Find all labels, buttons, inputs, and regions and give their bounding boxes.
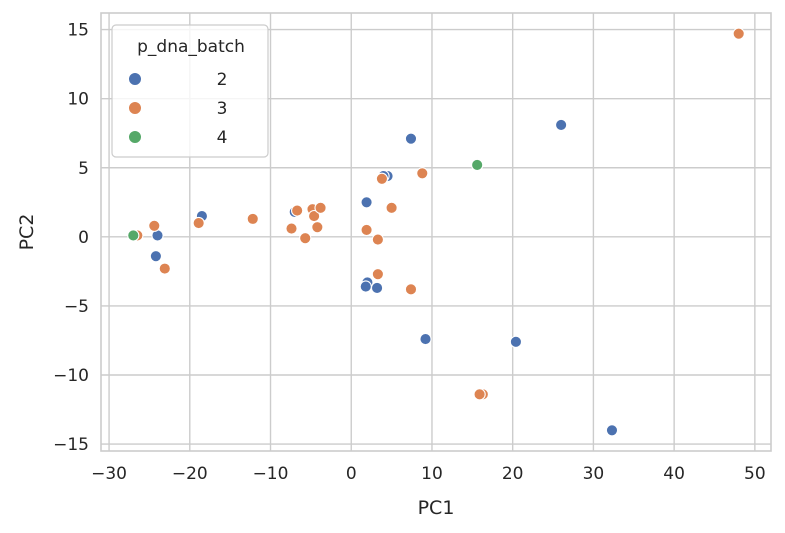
data-point-series-3 — [285, 222, 298, 235]
data-point-series-2 — [509, 335, 523, 348]
data-point-series-2 — [404, 132, 418, 145]
legend-marker — [128, 72, 142, 86]
x-tick-label: 30 — [583, 464, 605, 484]
legend: p_dna_batch 2 3 4 — [111, 24, 269, 158]
data-point-series-3 — [148, 219, 161, 232]
data-point-series-2 — [359, 280, 372, 293]
legend-box — [111, 24, 269, 158]
data-point-series-3 — [371, 267, 385, 281]
x-tick-label: 50 — [744, 464, 766, 484]
tick-labels: −30 −20 −10 0 10 20 30 40 50 −15 −10 −5 0 5 10 15 — [53, 21, 766, 484]
y-tick-label: 15 — [67, 21, 89, 41]
data-point-series-3 — [307, 209, 321, 223]
y-tick-label: 0 — [78, 228, 89, 248]
y-tick-label: −10 — [53, 366, 89, 386]
data-point-series-4 — [127, 229, 140, 242]
plot-frame — [100, 12, 772, 452]
grid — [101, 13, 771, 451]
data-point-series-3 — [385, 201, 398, 214]
data-point-series-4 — [471, 158, 484, 172]
data-points — [127, 27, 745, 437]
data-point-series-3 — [732, 27, 745, 40]
legend-marker — [128, 101, 142, 115]
data-point-series-2 — [419, 332, 432, 346]
x-tick-label: 10 — [421, 464, 443, 484]
x-tick-label: 40 — [663, 464, 685, 484]
x-tick-label: −20 — [172, 464, 208, 484]
y-axis-label: PC2 — [16, 214, 38, 251]
legend-entries: 2 3 4 — [128, 70, 228, 148]
data-point-series-3 — [416, 167, 429, 180]
data-point-series-3 — [246, 212, 259, 226]
y-tick-label: 5 — [78, 159, 89, 179]
data-point-series-3 — [314, 201, 327, 214]
x-tick-label: 20 — [502, 464, 524, 484]
data-point-series-3 — [360, 223, 373, 237]
y-tick-label: 10 — [67, 90, 89, 110]
data-point-series-3 — [192, 216, 205, 230]
data-point-series-3 — [291, 204, 304, 217]
data-point-series-3 — [371, 233, 385, 246]
x-axis-label: PC1 — [418, 497, 455, 519]
x-tick-label: −30 — [91, 464, 127, 484]
data-point-series-3 — [473, 388, 486, 401]
data-point-series-3 — [311, 221, 324, 234]
data-point-series-3 — [404, 283, 418, 296]
legend-marker — [128, 130, 142, 144]
data-point-series-3 — [375, 172, 389, 185]
y-tick-label: −15 — [53, 435, 89, 455]
data-point-series-2 — [554, 118, 568, 132]
data-point-series-2 — [605, 424, 619, 437]
y-tick-label: −5 — [64, 297, 89, 317]
x-tick-label: 0 — [346, 464, 357, 484]
x-tick-label: −10 — [253, 464, 289, 484]
data-point-series-2 — [370, 281, 384, 295]
legend-title: p_dna_batch — [137, 37, 245, 57]
data-point-series-2 — [149, 250, 163, 263]
legend-label: 4 — [217, 128, 228, 148]
data-point-series-3 — [158, 262, 171, 275]
legend-label: 3 — [217, 99, 228, 119]
data-point-series-3 — [299, 232, 312, 245]
legend-label: 2 — [217, 70, 228, 90]
data-point-series-2 — [360, 196, 373, 209]
